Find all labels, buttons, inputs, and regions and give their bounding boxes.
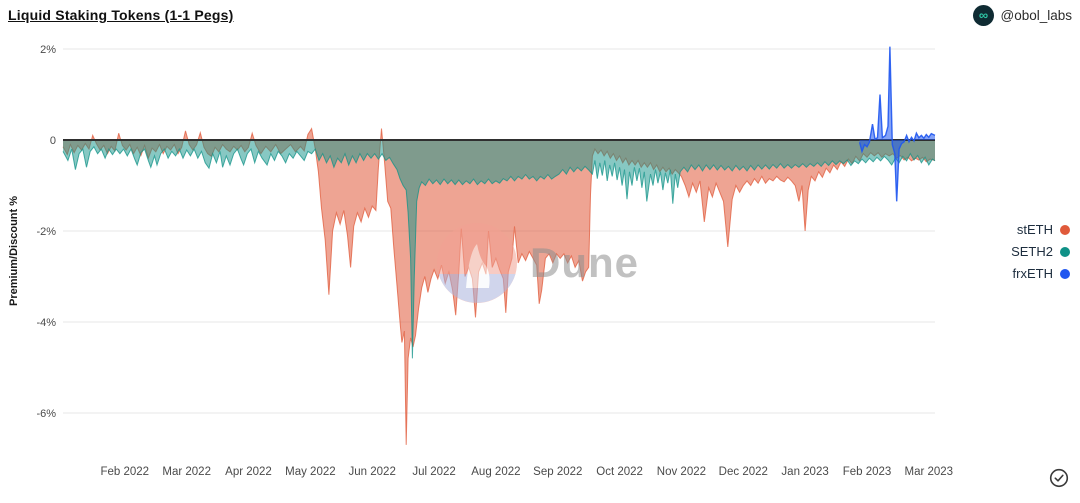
x-tick-label: Apr 2022: [225, 466, 272, 478]
watermark-text: Dune: [530, 239, 639, 286]
x-tick-label: Mar 2023: [905, 466, 954, 478]
y-axis-label: Premium/Discount %: [8, 195, 20, 307]
legend-label: stETH: [1016, 222, 1053, 237]
author-handle: @obol_labs: [1000, 8, 1072, 23]
x-tick-label: Mar 2022: [162, 466, 211, 478]
dune-logo-icon: [437, 223, 517, 303]
x-tick-label: Feb 2023: [843, 466, 892, 478]
dune-watermark[interactable]: Dune: [436, 222, 639, 304]
x-tick-label: Jan 2023: [781, 466, 828, 478]
svg-text:∞: ∞: [979, 8, 988, 23]
author-link[interactable]: ∞ @obol_labs: [973, 5, 1072, 26]
y-tick-label: -2%: [36, 226, 56, 238]
legend-item-frxeth[interactable]: frxETH: [1011, 265, 1070, 282]
legend-label: frxETH: [1012, 266, 1053, 281]
legend-dot: [1060, 224, 1070, 235]
x-tick-label: May 2022: [285, 466, 336, 478]
x-tick-label: Dec 2022: [719, 466, 768, 478]
legend-label: SETH2: [1011, 244, 1053, 259]
y-tick-label: 0: [50, 135, 56, 147]
x-tick-label: Nov 2022: [657, 466, 706, 478]
y-tick-label: -6%: [36, 408, 56, 420]
x-tick-label: Jul 2022: [412, 466, 455, 478]
legend-item-steth[interactable]: stETH: [1011, 221, 1070, 238]
y-tick-label: 2%: [40, 44, 56, 56]
y-tick-label: -4%: [36, 317, 56, 329]
x-tick-label: Aug 2022: [471, 466, 520, 478]
chart-legend: stETH SETH2 frxETH: [1011, 221, 1070, 282]
legend-item-seth2[interactable]: SETH2: [1011, 243, 1070, 260]
obol-logo-icon: ∞: [973, 5, 995, 26]
check-circle-icon[interactable]: [1049, 468, 1069, 488]
legend-dot: [1060, 246, 1070, 257]
x-tick-label: Jun 2022: [349, 466, 396, 478]
legend-dot: [1060, 268, 1070, 279]
chart-title-link[interactable]: Liquid Staking Tokens (1-1 Pegs): [8, 7, 234, 23]
x-tick-label: Sep 2022: [533, 466, 582, 478]
x-tick-label: Feb 2022: [100, 466, 149, 478]
x-tick-label: Oct 2022: [596, 466, 643, 478]
